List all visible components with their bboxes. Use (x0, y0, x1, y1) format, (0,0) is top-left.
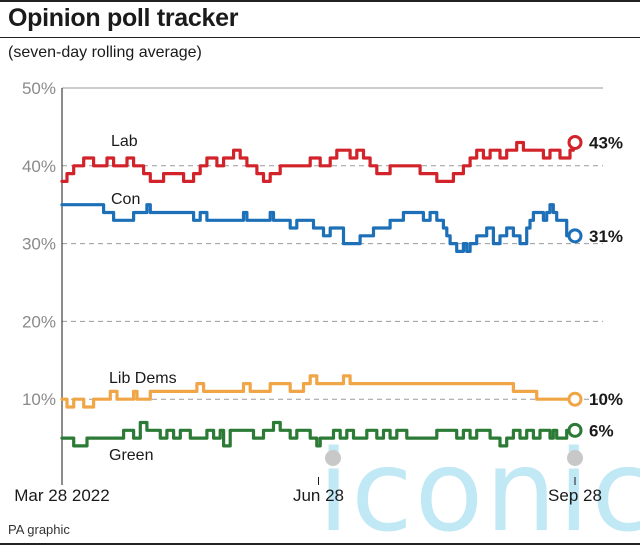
end-marker-lab (567, 134, 583, 150)
axes: 10% 20% 30% 40% 50% Mar 28 2022 Jun 28 Sep 28 (14, 79, 602, 505)
series-name-con: Con (111, 191, 140, 208)
series-name-lib-dems: Lib Dems (109, 370, 177, 387)
x-tick-label: Jun 28 (293, 486, 344, 505)
y-tick-label: 50% (22, 79, 56, 98)
series-name-lab: Lab (111, 133, 138, 150)
grid (62, 87, 603, 400)
end-value-label-lab: 43% (589, 133, 623, 152)
y-tick-label: 10% (22, 390, 56, 409)
marker-jun28 (325, 450, 341, 466)
end-marker-con (567, 228, 583, 244)
series-line-lib-dems (60, 374, 577, 409)
end-marker-green (567, 422, 583, 438)
y-tick-label: 30% (22, 235, 56, 254)
end-value-label-lib-dems: 10% (589, 390, 623, 409)
series-name-green: Green (109, 447, 153, 464)
watermark: iconic (318, 427, 640, 547)
x-tick-label: Sep 28 (548, 486, 602, 505)
source-credit: PA graphic (8, 522, 70, 537)
y-tick-label: 20% (22, 312, 56, 331)
series-line-lab (60, 140, 577, 183)
chart-subtitle: (seven-day rolling average) (8, 44, 202, 61)
chart-title: Opinion poll tracker (8, 4, 239, 32)
marker-sep28 (567, 450, 583, 466)
series-line-con (60, 203, 577, 253)
bottom-border (0, 543, 640, 545)
title-divider (0, 37, 640, 38)
watermark-text: iconic (318, 427, 640, 547)
y-tick-label: 40% (22, 157, 56, 176)
top-border (0, 0, 640, 2)
series-line-green (60, 420, 577, 448)
series-labels: 43% Lab 31% Con 10% Lib Dems 6% Green (109, 133, 623, 464)
end-value-label-con: 31% (589, 227, 623, 246)
end-value-label-green: 6% (589, 421, 614, 440)
x-tick-label: Mar 28 2022 (14, 486, 109, 505)
end-marker-lib-dems (567, 391, 583, 407)
series-lines (60, 134, 583, 448)
